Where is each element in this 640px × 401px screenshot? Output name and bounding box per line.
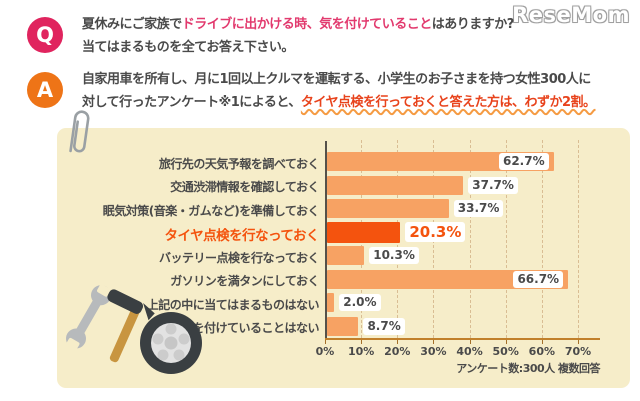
x-tick-label: 70% [564,345,592,358]
x-tick-label: 20% [384,345,411,358]
tick-mark [325,340,326,344]
value-label: 66.7% [513,270,564,288]
question-line1-highlight: ドライブに出かける時、気を付けていること [181,17,433,32]
category-label: バッテリー点検を行なっておく [158,250,320,265]
tick-mark [361,340,363,344]
x-tick-label: 30% [420,345,447,358]
question-line1-post: はありますか? [431,17,515,32]
x-tick-label: 0% [315,345,335,358]
gridline [578,140,579,338]
x-tick-label: 40% [456,345,483,358]
tick-mark [433,340,435,344]
category-label: 気を付けていることはない [180,321,320,335]
bar [327,199,449,218]
question-line1: 夏休みにご家族でドライブに出かける時、気を付けていることはありますか? [82,14,627,37]
value-label: 2.0% [339,294,381,311]
tick-mark [397,340,399,344]
category-label: 交通渋滞情報を確認しておく [170,180,319,194]
x-axis-line [325,338,600,340]
answer-badge: A [27,72,63,108]
chart-note: アンケート数:300人 複数回答 [456,362,600,375]
question-text: 夏休みにご家族でドライブに出かける時、気を付けていることはありますか? 当てはま… [82,14,627,59]
value-label: 37.7% [468,176,518,194]
bar [327,246,365,265]
y-axis-line [325,141,327,340]
value-label: 8.7% [363,317,405,335]
x-tick-label: 10% [347,345,375,358]
category-label: タイヤ点検を行なっておく [164,227,319,244]
paperclip-icon [69,110,90,153]
resemom-logo: ReseMom [512,3,630,27]
value-label: 10.3% [369,247,419,264]
gridline [505,140,507,338]
gridline [541,140,543,338]
value-label: 62.7% [498,153,549,170]
tire-icon [140,312,202,374]
answer-line1: 自家用車を所有し、月に1回以上クルマを運転する、小学生のお子さまを持つ女性300… [82,72,591,87]
answer-line2-highlight: タイヤ点検を行っておくと答えた方は、わずか2割。 [300,94,596,110]
tick-mark [505,340,507,344]
tick-mark [578,340,579,344]
category-label: 眠気対策(音楽・ガムなど)を準備しておく [102,203,320,218]
tools-illustration [66,284,202,374]
x-tick-label: 50% [492,345,519,358]
bar [327,152,554,171]
question-line2: 当てはまるものを全てお答え下さい。 [82,39,294,55]
bar [327,316,359,336]
answer-line2: 対して行ったアンケート※1によると、タイヤ点検を行っておくと答えた方は、わずか2… [82,92,627,115]
tick-mark [469,340,471,344]
category-label: 上記の中に当てはまるものはない [146,297,320,312]
category-label: 旅行先の天気予報を調べておく [158,156,320,171]
answer-line2-pre: 対して行ったアンケート※1によると、 [82,94,301,110]
wrench-icon [66,284,111,351]
tick-mark [541,340,543,344]
bar [327,221,401,243]
value-label: 33.7% [453,200,504,217]
value-label: 20.3% [405,221,466,242]
bar [327,269,569,289]
question-badge: Q [27,17,63,53]
chart-panel: 旅行先の天気予報を調べておく 62.7% 交通渋滞情報を確認しておく 37.7% 眠気対… [57,128,630,388]
bar [327,293,335,312]
x-tick-label: 60% [528,345,556,358]
question-line1-pre: 夏休みにご家族で [82,17,182,32]
category-label: ガソリンを満タンにしておく [170,274,319,288]
bar-chart: 旅行先の天気予報を調べておく 62.7% 交通渋滞情報を確認しておく 37.7% 眠気対… [57,128,630,388]
bar [327,175,464,195]
hammer-icon [107,289,155,363]
answer-text: 自家用車を所有し、月に1回以上クルマを運転する、小学生のお子さまを持つ女性300… [82,69,627,114]
gridline [469,140,471,338]
